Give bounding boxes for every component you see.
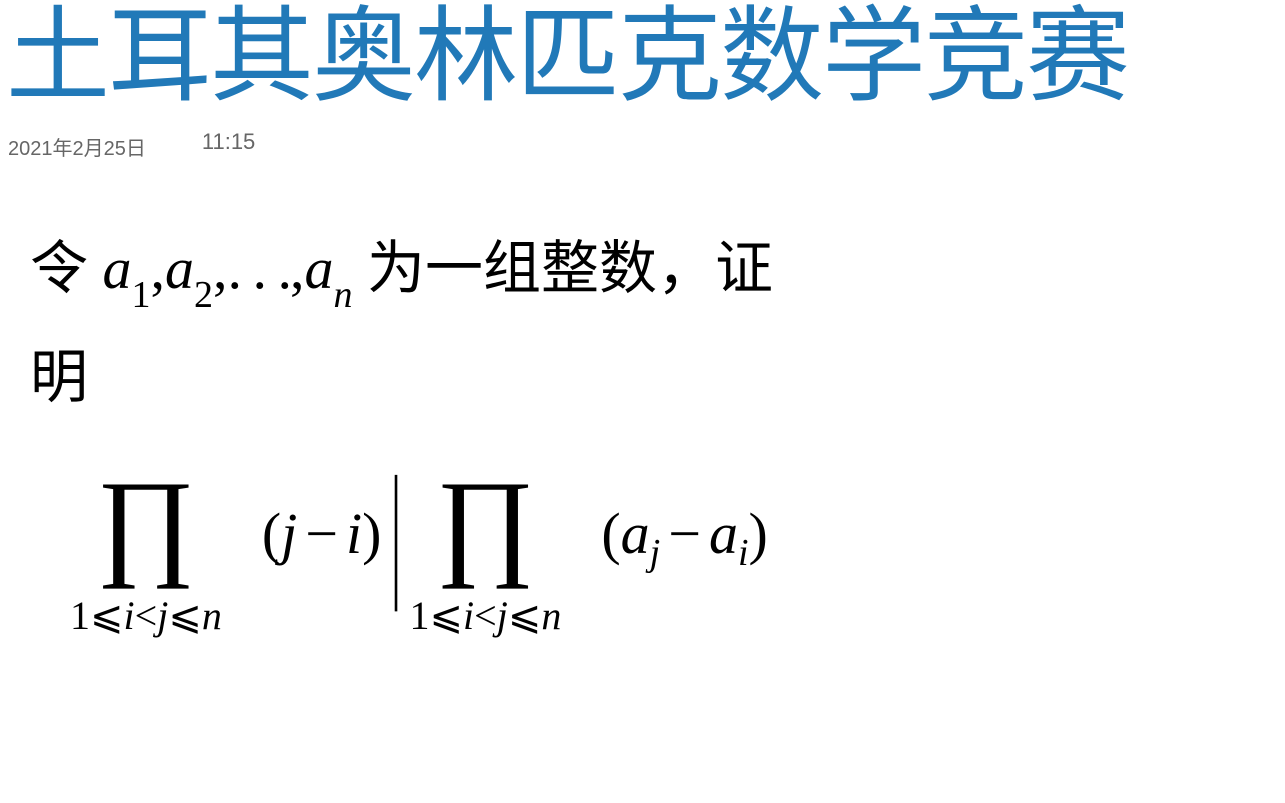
- j-l: j: [281, 501, 297, 566]
- aj-j: j: [650, 532, 661, 574]
- sep1: ,: [151, 236, 166, 301]
- var-a1: a: [103, 236, 132, 301]
- suffix-text: 为一组整数，证: [353, 236, 774, 301]
- var-a2: a: [165, 236, 194, 301]
- formula-row: ∏ 1⩽i<j⩽n (j−i) | ∏ 1⩽i<j⩽n (aj−ai): [30, 432, 1255, 639]
- product-symbol-right: ∏: [436, 472, 535, 574]
- product-symbol-left: ∏: [97, 472, 196, 574]
- lim-i-l: i: [124, 593, 135, 638]
- var-an: a: [305, 236, 334, 301]
- rparen-r: ): [749, 501, 768, 566]
- lim-j-r: j: [497, 593, 508, 638]
- sub-1: 1: [132, 274, 151, 316]
- lim-one-r: 1: [410, 593, 430, 638]
- lim-i-r: i: [463, 593, 474, 638]
- lim-leq1-l: ⩽: [90, 593, 124, 638]
- lim-j-l: j: [157, 593, 168, 638]
- lparen-r: (: [601, 501, 620, 566]
- aj-a: a: [621, 501, 650, 566]
- right-term: (aj−ai): [561, 500, 788, 567]
- lim-one-l: 1: [70, 593, 90, 638]
- meta-row: 2021年2月25日 11:15: [0, 114, 1285, 161]
- minus-r: −: [660, 501, 709, 566]
- problem-body: 令 a1,a2,. . .,an 为一组整数，证 明 ∏ 1⩽i<j⩽n (j−…: [0, 161, 1285, 638]
- prefix-text: 令: [30, 236, 103, 301]
- right-product: ∏ 1⩽i<j⩽n: [410, 472, 562, 639]
- time-text: 11:15: [202, 129, 255, 155]
- lim-n-r: n: [541, 593, 561, 638]
- left-product: ∏ 1⩽i<j⩽n: [70, 472, 222, 639]
- left-term: (j−i): [222, 500, 402, 567]
- lim-lt-l: <: [135, 593, 158, 638]
- lparen-l: (: [262, 501, 281, 566]
- problem-line-1: 令 a1,a2,. . .,an 为一组整数，证: [30, 215, 1255, 324]
- ai-a: a: [709, 501, 738, 566]
- lim-leq1-r: ⩽: [430, 593, 464, 638]
- dots: . . .: [228, 236, 291, 301]
- lim-lt-r: <: [474, 593, 497, 638]
- lim-n-l: n: [202, 593, 222, 638]
- minus-l: −: [297, 501, 346, 566]
- product-limits-left: 1⩽i<j⩽n: [70, 592, 222, 639]
- divides-bar: |: [391, 477, 402, 582]
- problem-line-2: 明: [30, 324, 1255, 431]
- sep2: ,: [213, 236, 228, 301]
- page-title: 土耳其奥林匹克数学竞赛: [0, 0, 1285, 114]
- sep3: ,: [290, 236, 305, 301]
- date-text: 2021年2月25日: [8, 132, 146, 161]
- lim-leq2-r: ⩽: [508, 593, 542, 638]
- product-limits-right: 1⩽i<j⩽n: [410, 592, 562, 639]
- sub-n: n: [334, 274, 353, 316]
- sub-2: 2: [194, 274, 213, 316]
- ai-i: i: [738, 532, 749, 574]
- lim-leq2-l: ⩽: [168, 593, 202, 638]
- rparen-l: ): [362, 501, 381, 566]
- i-l: i: [346, 501, 362, 566]
